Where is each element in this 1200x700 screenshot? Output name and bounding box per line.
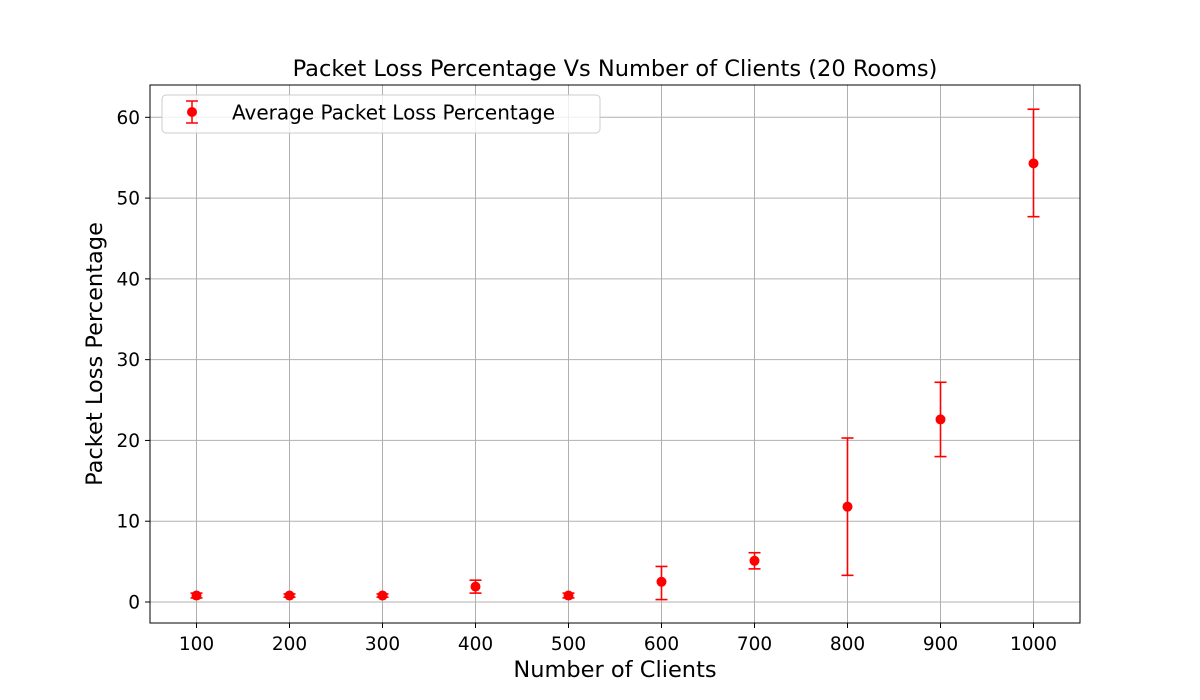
data-point: [842, 501, 853, 512]
y-tick-label: 10: [116, 512, 140, 533]
x-tick-label: 400: [458, 634, 493, 655]
x-tick-label: 900: [923, 634, 958, 655]
x-tick-label: 700: [737, 634, 772, 655]
legend-box: [161, 94, 601, 134]
x-tick-label: 600: [644, 634, 679, 655]
grid-lines: [150, 85, 1080, 623]
data-point: [656, 576, 667, 587]
data-point: [284, 590, 295, 601]
data-point: [1028, 158, 1039, 169]
data-point: [470, 581, 481, 592]
legend-marker: [186, 100, 198, 124]
y-tick-label: 30: [116, 350, 140, 371]
x-tick-label: 1000: [1010, 634, 1057, 655]
y-tick-label: 50: [116, 189, 140, 210]
chart-title: Packet Loss Percentage Vs Number of Clie…: [293, 56, 938, 82]
x-tick-label: 200: [272, 634, 307, 655]
data-point: [563, 590, 574, 601]
data-point: [377, 590, 388, 601]
y-tick-label: 60: [116, 108, 140, 129]
x-tick-label: 300: [365, 634, 400, 655]
y-tick-label: 0: [128, 592, 140, 613]
axis-ticks: 100 200 300 400 500 600 700 800 900 1000 0 10 20 30 40…: [116, 108, 1057, 655]
x-axis-label: Number of Clients: [513, 657, 716, 683]
legend: Average Packet Loss Percentage: [161, 94, 601, 134]
x-tick-label: 100: [179, 634, 214, 655]
data-marks: [190, 108, 1040, 601]
legend-label: Average Packet Loss Percentage: [232, 101, 555, 125]
data-point: [749, 555, 760, 566]
y-tick-label: 20: [116, 431, 140, 452]
y-tick-label: 40: [116, 269, 140, 290]
x-tick-label: 800: [830, 634, 865, 655]
x-tick-label: 500: [551, 634, 586, 655]
y-axis-label: Packet Loss Percentage: [82, 222, 108, 486]
plot-frame: [149, 84, 1081, 624]
data-point: [935, 414, 946, 425]
data-point: [191, 590, 202, 601]
